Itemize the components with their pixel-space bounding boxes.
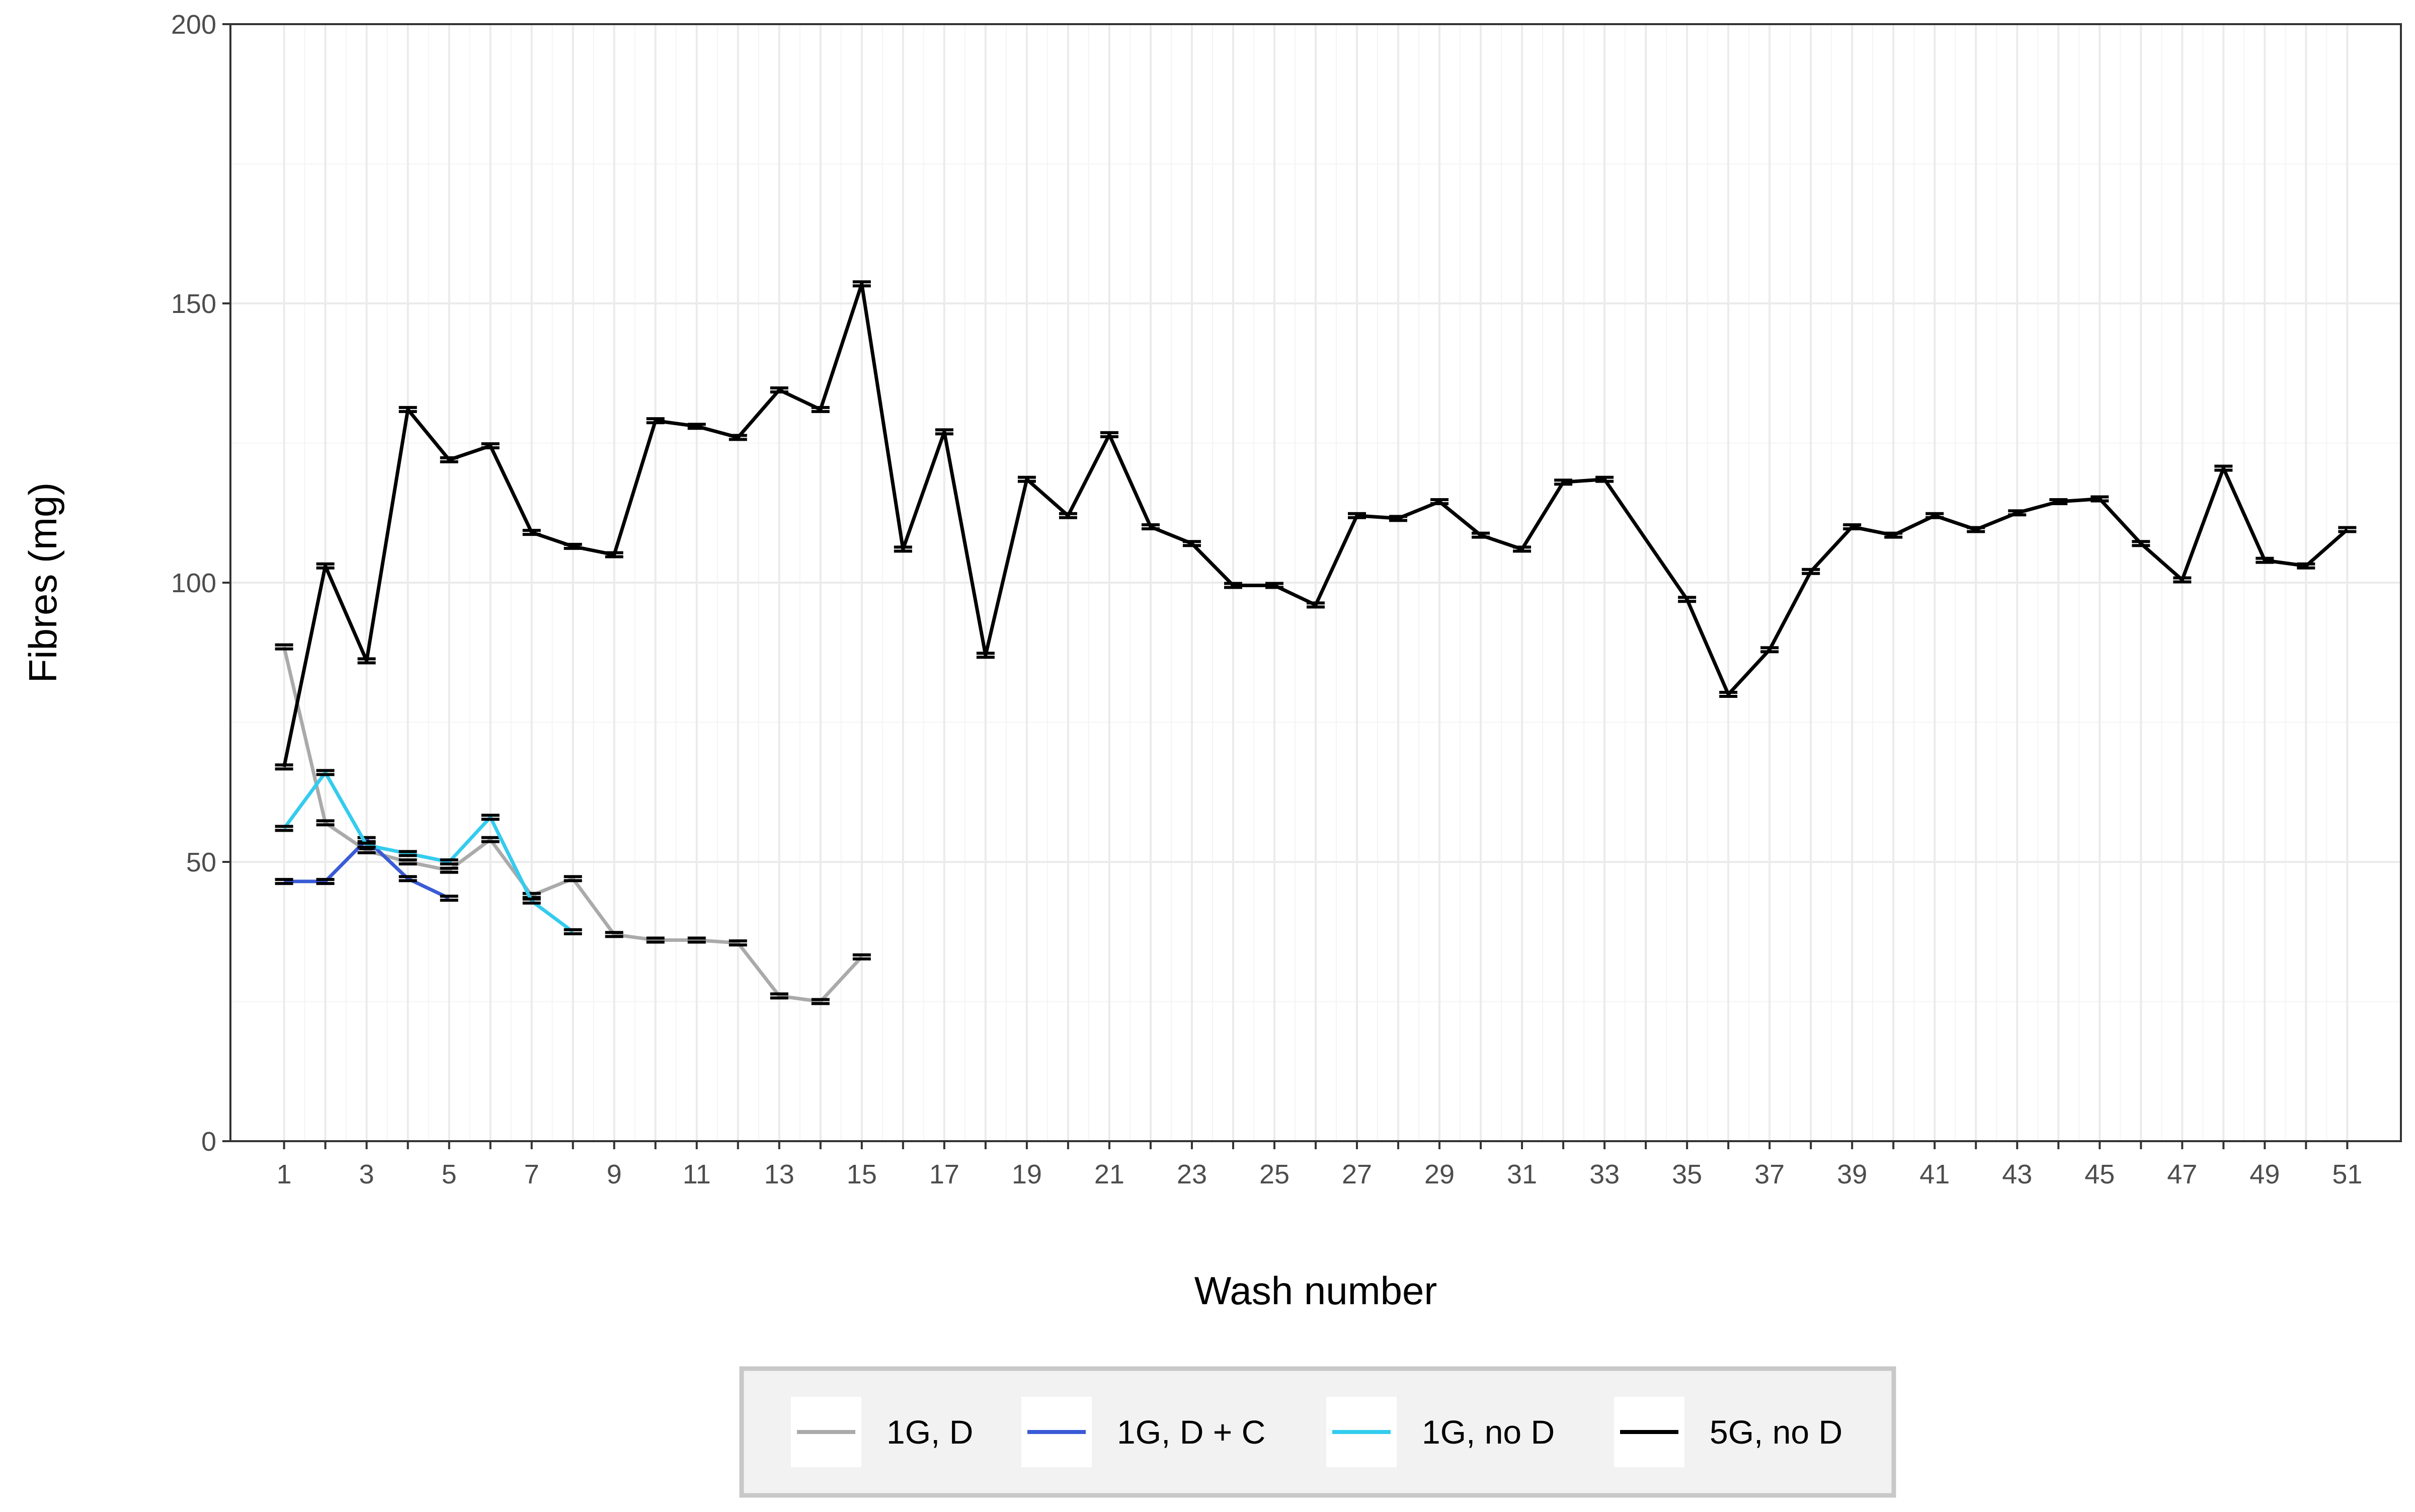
y-axis-title: Fibres (mg) bbox=[21, 483, 65, 683]
x-tick-label: 23 bbox=[1177, 1159, 1207, 1189]
x-tick-label: 1 bbox=[277, 1159, 292, 1189]
legend-label: 5G, no D bbox=[1710, 1413, 1842, 1451]
x-tick-label: 9 bbox=[607, 1159, 622, 1189]
x-tick-label: 27 bbox=[1342, 1159, 1372, 1189]
y-tick-label: 0 bbox=[201, 1127, 216, 1157]
y-tick-label: 200 bbox=[171, 10, 216, 40]
x-tick-label: 21 bbox=[1094, 1159, 1124, 1189]
legend-entry: 5G, no D bbox=[1614, 1397, 1842, 1467]
x-axis: 1 3 5 7 9 11 13 15 17 19 21 23 25 27 29 31 33 35 37 39 41 43 4… bbox=[277, 1141, 2362, 1189]
y-tick-label: 150 bbox=[171, 289, 216, 319]
x-tick-label: 29 bbox=[1424, 1159, 1455, 1189]
series-layer bbox=[275, 280, 2357, 1005]
legend-entry: 1G, D bbox=[791, 1397, 973, 1467]
legend: 1G, D 1G, D + C 1G, no D 5G, no D bbox=[739, 1366, 1896, 1498]
x-axis-title: Wash number bbox=[1194, 1268, 1437, 1313]
x-tick-label: 47 bbox=[2167, 1159, 2197, 1189]
legend-entry: 1G, no D bbox=[1326, 1397, 1555, 1467]
y-tick-label: 100 bbox=[171, 568, 216, 598]
legend-label: 1G, no D bbox=[1422, 1413, 1555, 1451]
x-tick-label: 51 bbox=[2332, 1159, 2362, 1189]
x-tick-label: 37 bbox=[1754, 1159, 1785, 1189]
y-tick-label: 50 bbox=[186, 847, 216, 878]
x-tick-label: 39 bbox=[1837, 1159, 1867, 1189]
legend-box bbox=[739, 1366, 1896, 1498]
x-tick-label: 17 bbox=[929, 1159, 959, 1189]
series-1G, no D bbox=[275, 769, 582, 935]
x-tick-label: 33 bbox=[1589, 1159, 1620, 1189]
x-tick-label: 3 bbox=[359, 1159, 374, 1189]
x-tick-label: 49 bbox=[2249, 1159, 2280, 1189]
x-tick-label: 15 bbox=[847, 1159, 877, 1189]
x-tick-label: 11 bbox=[683, 1159, 711, 1189]
x-tick-label: 7 bbox=[524, 1159, 539, 1189]
x-tick-label: 13 bbox=[764, 1159, 794, 1189]
legend-entry: 1G, D + C bbox=[1021, 1397, 1265, 1467]
x-tick-label: 41 bbox=[1919, 1159, 1950, 1189]
x-tick-label: 35 bbox=[1672, 1159, 1702, 1189]
x-tick-label: 45 bbox=[2084, 1159, 2115, 1189]
x-tick-label: 19 bbox=[1012, 1159, 1042, 1189]
x-tick-label: 25 bbox=[1259, 1159, 1290, 1189]
x-tick-label: 43 bbox=[2002, 1159, 2032, 1189]
x-tick-label: 31 bbox=[1507, 1159, 1537, 1189]
y-axis: 0 50 100 150 200 bbox=[171, 10, 230, 1157]
series-1G, D bbox=[275, 643, 871, 1005]
series-line bbox=[282, 770, 574, 933]
legend-label: 1G, D + C bbox=[1117, 1413, 1265, 1451]
x-tick-label: 5 bbox=[442, 1159, 457, 1189]
series-line bbox=[284, 838, 450, 900]
major-gridlines bbox=[230, 23, 2401, 1142]
legend-label: 1G, D bbox=[887, 1413, 973, 1451]
series-5G, no D bbox=[275, 280, 2357, 771]
